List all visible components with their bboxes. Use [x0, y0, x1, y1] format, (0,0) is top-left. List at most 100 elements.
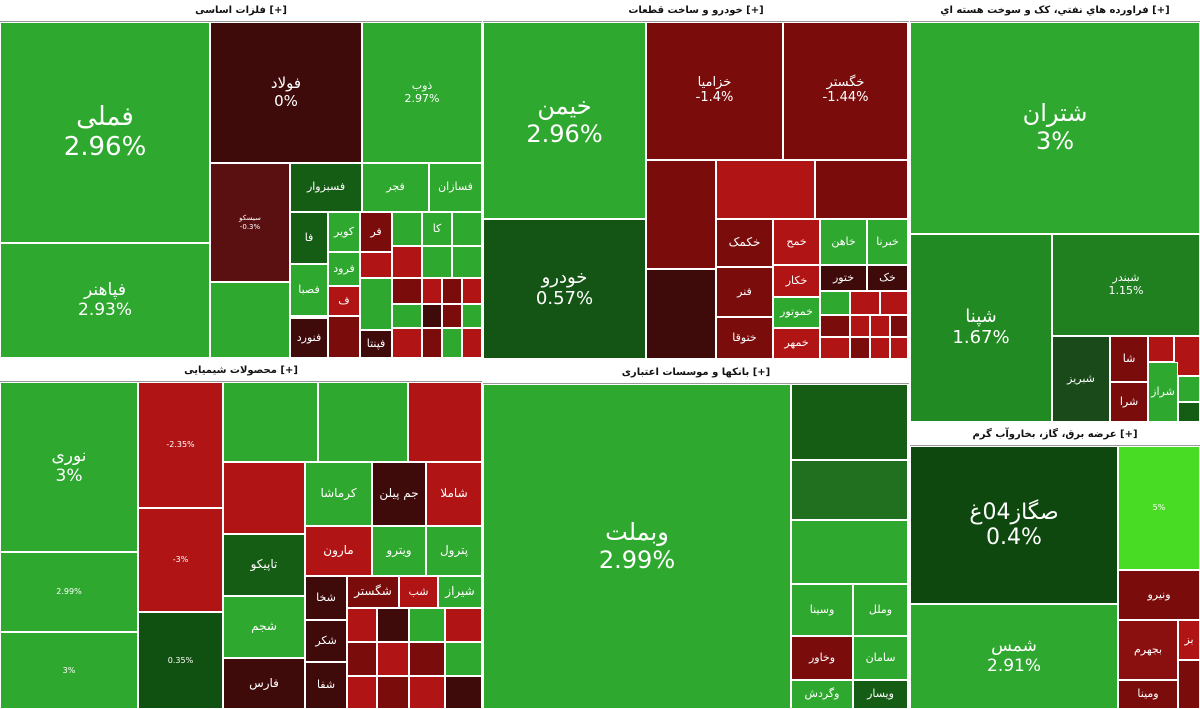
stock-tile[interactable]: فسبزوار: [290, 163, 362, 212]
stock-tile[interactable]: سامان: [853, 636, 908, 680]
stock-tile[interactable]: خکمک: [716, 219, 773, 267]
stock-tile[interactable]: ومینا: [1118, 680, 1178, 709]
stock-tile[interactable]: فسازان: [429, 163, 482, 212]
stock-tile[interactable]: شراز: [1148, 362, 1178, 422]
tile: [452, 246, 482, 278]
stock-tile[interactable]: خزامیا -1.4%: [646, 22, 783, 160]
stock-tile[interactable]: جم پیلن: [372, 462, 426, 526]
stock-tile[interactable]: شتران 3%: [910, 22, 1200, 234]
stock-tile[interactable]: فارس: [223, 658, 305, 709]
stock-tile[interactable]: وگردش: [791, 680, 853, 709]
tile: [422, 304, 442, 328]
symbol: ذوب: [411, 78, 433, 92]
change: 2.99%: [598, 545, 676, 574]
stock-tile[interactable]: فملی 2.96%: [0, 22, 210, 243]
symbol: سیسکو: [239, 214, 261, 223]
stock-tile[interactable]: شیراز: [438, 576, 482, 608]
stock-tile[interactable]: کا: [422, 212, 452, 246]
tile: [452, 212, 482, 246]
stock-tile[interactable]: 2.99%: [0, 552, 138, 632]
stock-tile[interactable]: شمس 2.91%: [910, 604, 1118, 709]
stock-tile[interactable]: شپنا 1.67%: [910, 234, 1052, 422]
stock-tile[interactable]: کویر: [328, 212, 360, 252]
stock-tile[interactable]: خموتور: [773, 297, 820, 328]
symbol: وخاور: [808, 650, 836, 664]
stock-tile[interactable]: ف: [328, 286, 360, 316]
symbol: شبریز: [1067, 371, 1095, 385]
tile: [442, 304, 462, 328]
stock-tile[interactable]: فجر: [362, 163, 429, 212]
change: 2.97%: [404, 91, 440, 105]
symbol: فپنتا: [366, 336, 386, 350]
stock-tile[interactable]: شاملا: [426, 462, 482, 526]
stock-tile[interactable]: ختور: [820, 265, 867, 291]
stock-tile[interactable]: کرماشا: [305, 462, 372, 526]
stock-tile[interactable]: بجهرم: [1118, 620, 1178, 680]
stock-tile[interactable]: خکار: [773, 265, 820, 297]
stock-tile[interactable]: 3%: [0, 632, 138, 709]
tile: [377, 608, 409, 642]
stock-tile[interactable]: شفا: [305, 662, 347, 709]
stock-tile[interactable]: تاپیکو: [223, 534, 305, 596]
stock-tile[interactable]: -3%: [138, 508, 223, 612]
stock-tile[interactable]: فپاهنر 2.93%: [0, 243, 210, 358]
symbol: شیراز: [445, 584, 475, 599]
symbol: فولاد: [270, 74, 302, 93]
stock-tile[interactable]: شرا: [1110, 382, 1148, 422]
stock-tile[interactable]: ختوقا: [716, 317, 773, 359]
symbol: خموتور: [780, 305, 813, 319]
stock-tile[interactable]: پترول: [426, 526, 482, 576]
stock-tile[interactable]: خاهن: [820, 219, 867, 265]
stock-tile[interactable]: وسینا: [791, 584, 853, 636]
symbol: ختوقا: [732, 330, 757, 344]
stock-tile[interactable]: خمهر: [773, 328, 820, 359]
stock-tile[interactable]: 0.35%: [138, 612, 223, 709]
stock-tile[interactable]: شبندر 1.15%: [1052, 234, 1200, 336]
symbol: ومینا: [1137, 687, 1159, 701]
stock-tile[interactable]: -2.35%: [138, 382, 223, 508]
stock-tile[interactable]: فپنتا: [360, 330, 392, 358]
stock-tile[interactable]: نوری 3%: [0, 382, 138, 552]
stock-tile[interactable]: خیمن 2.96%: [483, 22, 646, 219]
stock-tile[interactable]: سیسکو -0.3%: [210, 163, 290, 282]
stock-tile[interactable]: ذوب 2.97%: [362, 22, 482, 163]
stock-tile[interactable]: فا: [290, 212, 328, 264]
stock-tile[interactable]: شجم: [223, 596, 305, 658]
symbol: شمس: [991, 635, 1037, 656]
stock-tile[interactable]: بز: [1178, 620, 1200, 660]
stock-tile[interactable]: فرود: [328, 252, 360, 286]
tile: [890, 315, 908, 337]
stock-tile[interactable]: شب: [399, 576, 438, 608]
stock-tile[interactable]: خک: [867, 265, 908, 291]
stock-tile[interactable]: شا: [1110, 336, 1148, 382]
stock-tile[interactable]: شبریز: [1052, 336, 1110, 422]
stock-tile[interactable]: فولاد 0%: [210, 22, 362, 163]
stock-tile[interactable]: شگستر: [347, 576, 399, 608]
stock-tile[interactable]: فصبا: [290, 264, 328, 316]
stock-tile[interactable]: وبملت 2.99%: [483, 384, 791, 709]
stock-tile[interactable]: مارون: [305, 526, 372, 576]
stock-tile[interactable]: فر: [360, 212, 392, 252]
stock-tile[interactable]: خودرو 0.57%: [483, 219, 646, 359]
stock-tile[interactable]: وملل: [853, 584, 908, 636]
stock-tile[interactable]: ویترو: [372, 526, 426, 576]
tile: [223, 382, 318, 462]
symbol: شفا: [316, 678, 336, 692]
stock-tile[interactable]: شکر: [305, 620, 347, 662]
stock-tile[interactable]: وخاور: [791, 636, 853, 680]
symbol: فپاهنر: [84, 279, 126, 300]
tile: [815, 160, 908, 219]
stock-tile[interactable]: فنر: [716, 267, 773, 317]
stock-tile[interactable]: 5%: [1118, 446, 1200, 570]
stock-tile[interactable]: خگستر -1.44%: [783, 22, 908, 160]
symbol: فملی: [76, 101, 134, 132]
stock-tile[interactable]: ونیرو: [1118, 570, 1200, 620]
stock-tile[interactable]: خبرنا: [867, 219, 908, 265]
tile: [462, 328, 482, 358]
stock-tile[interactable]: فنورد: [290, 318, 328, 358]
stock-tile[interactable]: خمح: [773, 219, 820, 265]
stock-tile[interactable]: شخا: [305, 576, 347, 620]
stock-tile[interactable]: ویسار: [853, 680, 908, 709]
stock-tile[interactable]: صگاز04غ 0.4%: [910, 446, 1118, 604]
tile: [462, 278, 482, 304]
